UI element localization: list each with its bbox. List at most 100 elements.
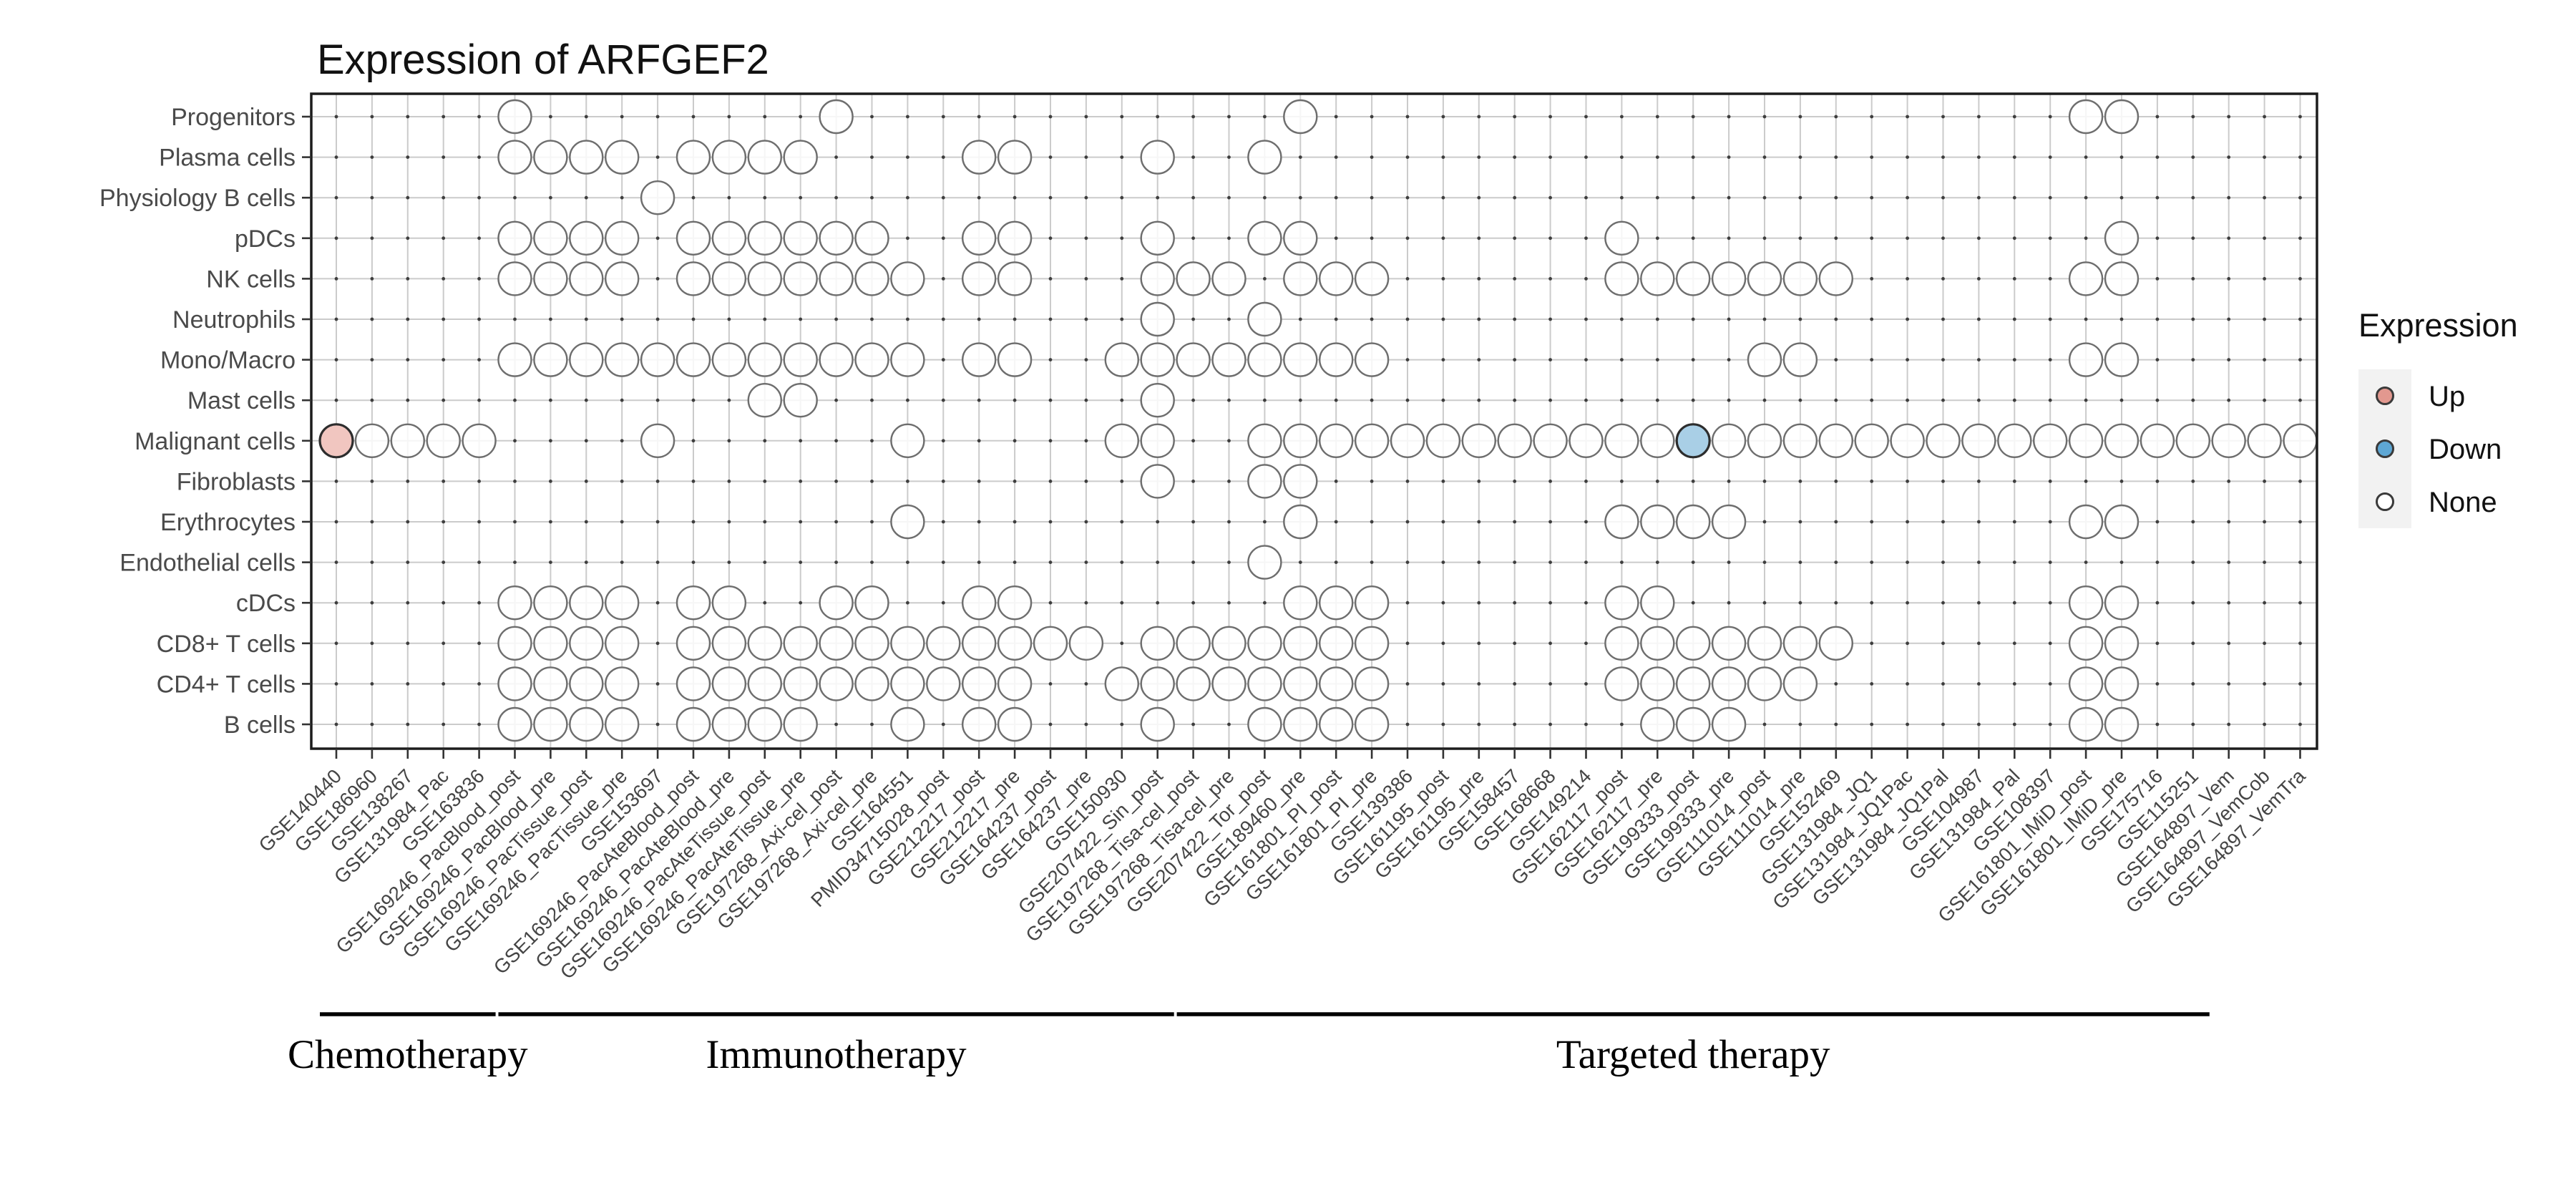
expression-dot-none bbox=[997, 585, 1033, 621]
expression-dot-none bbox=[1354, 342, 1390, 377]
expression-dot-none bbox=[890, 423, 925, 458]
grid-dot bbox=[1584, 277, 1588, 281]
expression-dot-none bbox=[890, 504, 925, 540]
grid-dot bbox=[870, 439, 874, 443]
grid-dot bbox=[477, 641, 481, 646]
grid-dot bbox=[477, 722, 481, 726]
grid-dot bbox=[2298, 236, 2302, 240]
grid-dot bbox=[370, 195, 374, 200]
grid-dot bbox=[655, 641, 660, 646]
grid-dot bbox=[1906, 277, 1910, 281]
grid-dot bbox=[1156, 560, 1160, 564]
grid-dot bbox=[620, 480, 624, 483]
expression-dot-none bbox=[1247, 666, 1282, 701]
grid-dot bbox=[2298, 601, 2302, 605]
grid-dot bbox=[2012, 520, 2016, 524]
expression-dot-none bbox=[675, 261, 711, 296]
grid-dot bbox=[620, 520, 624, 524]
grid-dot bbox=[1370, 480, 1374, 483]
row-label: pDCs bbox=[235, 225, 296, 253]
grid-dot bbox=[1798, 601, 1802, 605]
grid-dot bbox=[1334, 560, 1338, 564]
grid-dot bbox=[370, 520, 374, 524]
expression-dot-none bbox=[1425, 423, 1461, 458]
grid-dot bbox=[2084, 398, 2088, 402]
grid-dot bbox=[1834, 722, 1838, 726]
expression-dot-none bbox=[2104, 504, 2140, 540]
expression-dot-none bbox=[2104, 220, 2140, 256]
expression-dot-none bbox=[1782, 423, 1818, 458]
grid-dot bbox=[1906, 317, 1910, 321]
grid-dot bbox=[1048, 480, 1053, 483]
expression-dot-none bbox=[854, 261, 889, 296]
grid-dot bbox=[513, 520, 517, 524]
grid-dot bbox=[1013, 115, 1017, 119]
expression-dot-none bbox=[854, 220, 889, 256]
grid-dot bbox=[1263, 277, 1267, 281]
grid-dot bbox=[2155, 358, 2160, 361]
grid-dot bbox=[1906, 155, 1910, 160]
expression-dot-none bbox=[1640, 626, 1675, 661]
expression-dot-none bbox=[497, 626, 532, 661]
grid-dot bbox=[1941, 641, 1945, 646]
grid-dot bbox=[1191, 480, 1195, 483]
expression-dot-none bbox=[1568, 423, 1604, 458]
grid-dot bbox=[2191, 682, 2195, 686]
grid-dot bbox=[1977, 682, 1981, 686]
expression-dot-none bbox=[569, 220, 604, 256]
grid-dot bbox=[2298, 560, 2302, 564]
grid-dot bbox=[1084, 358, 1088, 361]
grid-dot bbox=[513, 317, 517, 321]
grid-dot bbox=[870, 560, 874, 564]
grid-dot bbox=[620, 115, 624, 119]
expression-dot-none bbox=[1390, 423, 1425, 458]
grid-dot bbox=[1334, 236, 1338, 240]
grid-dot bbox=[2155, 480, 2160, 483]
grid-dot bbox=[1370, 520, 1374, 524]
grid-dot bbox=[1620, 155, 1624, 160]
grid-dot bbox=[1441, 277, 1445, 281]
legend-key-down-icon bbox=[2376, 439, 2394, 458]
expression-dot-none bbox=[1711, 423, 1747, 458]
expression-dot-none bbox=[640, 342, 675, 377]
grid-dot bbox=[1655, 398, 1659, 402]
grid-dot bbox=[584, 439, 588, 443]
grid-dot bbox=[655, 115, 660, 119]
grid-dot bbox=[1084, 682, 1088, 686]
grid-dot bbox=[977, 439, 981, 443]
grid-dot bbox=[2155, 317, 2160, 321]
grid-dot bbox=[2298, 480, 2302, 483]
grid-dot bbox=[870, 115, 874, 119]
grid-dot bbox=[1691, 480, 1695, 483]
expression-dot-none bbox=[783, 220, 818, 256]
grid-dot bbox=[2048, 195, 2052, 200]
grid-dot bbox=[620, 317, 624, 321]
grid-dot bbox=[2119, 480, 2124, 483]
grid-dot bbox=[549, 317, 552, 321]
grid-dot bbox=[2227, 358, 2231, 361]
expression-dot-none bbox=[1711, 261, 1747, 296]
grid-dot bbox=[2155, 236, 2160, 240]
grid-dot bbox=[977, 560, 981, 564]
expression-dot-none bbox=[1211, 626, 1246, 661]
grid-dot bbox=[2263, 480, 2267, 483]
grid-dot bbox=[1120, 560, 1124, 564]
expression-dot-none bbox=[1711, 626, 1747, 661]
expression-dot-none bbox=[2283, 423, 2318, 458]
grid-dot bbox=[1906, 236, 1910, 240]
grid-dot bbox=[1013, 520, 1017, 524]
grid-dot bbox=[334, 601, 338, 605]
grid-dot bbox=[1584, 722, 1588, 726]
grid-dot bbox=[906, 155, 909, 160]
expression-dot-none bbox=[1247, 423, 1282, 458]
grid-dot bbox=[1870, 722, 1874, 726]
grid-dot bbox=[2048, 358, 2052, 361]
grid-dot bbox=[1584, 601, 1588, 605]
expression-dot-none bbox=[926, 666, 961, 701]
expression-dot-none bbox=[640, 180, 675, 215]
grid-dot bbox=[1441, 601, 1445, 605]
grid-dot bbox=[477, 480, 481, 483]
grid-dot bbox=[977, 317, 981, 321]
grid-dot bbox=[1227, 317, 1231, 321]
grid-dot bbox=[1334, 480, 1338, 483]
